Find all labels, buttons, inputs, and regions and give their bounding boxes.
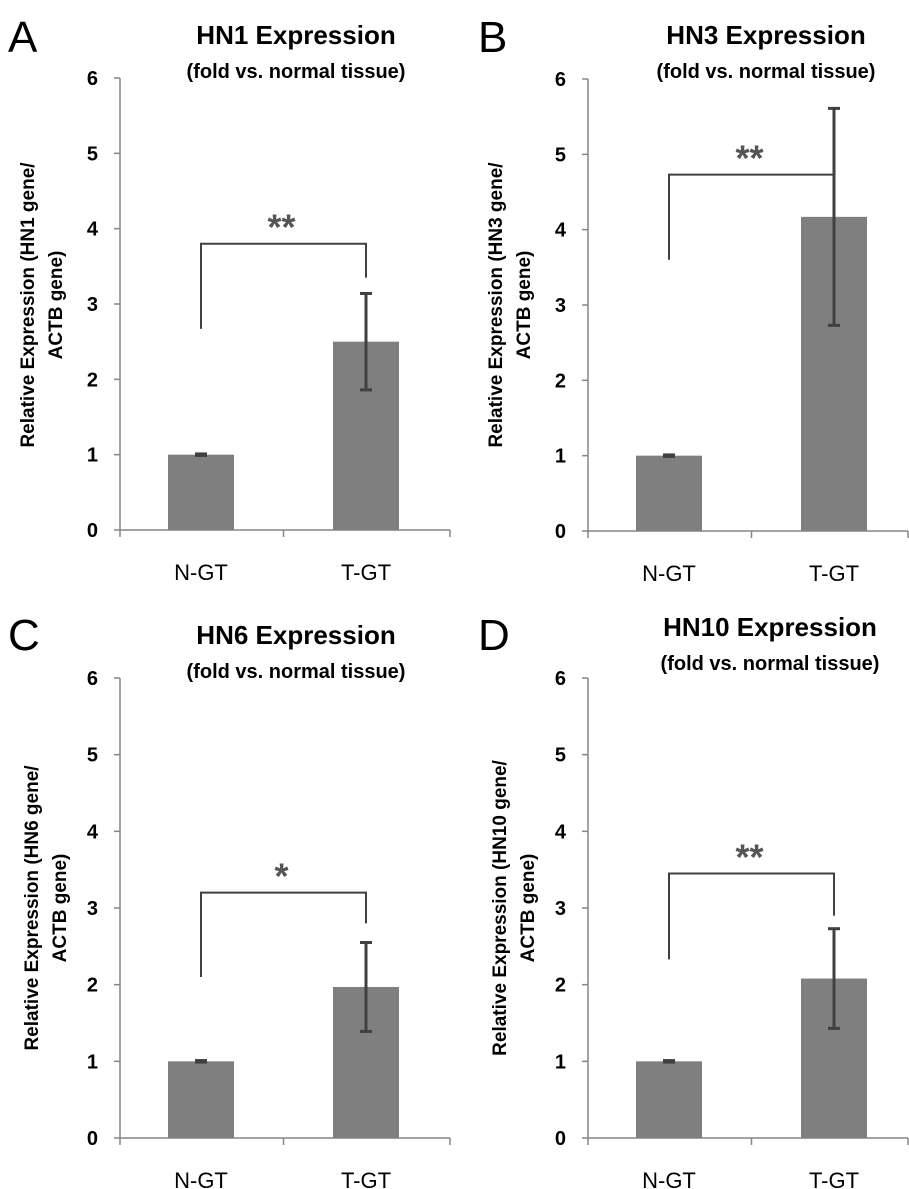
chart-panel-d: D HN10 Expression (fold vs. normal tissue)… xyxy=(478,611,909,1189)
significance-label: ** xyxy=(267,207,295,248)
bar xyxy=(636,1061,702,1138)
chart-subtitle: (fold vs. normal tissue) xyxy=(187,661,406,683)
chart-title: HN1 Expression xyxy=(196,20,395,50)
y-tick-label: 2 xyxy=(555,975,566,997)
panel-letter: B xyxy=(478,13,507,62)
significance-bracket xyxy=(200,891,367,977)
y-axis-label-line: Relative Expression (HN1 gene/ xyxy=(18,162,39,448)
x-category-label: T-GT xyxy=(341,1168,391,1189)
y-tick-label: 3 xyxy=(87,898,98,920)
y-tick-label: 3 xyxy=(555,295,566,317)
chart-title: HN10 Expression xyxy=(663,612,877,642)
y-tick-label: 2 xyxy=(555,370,566,392)
y-tick-label: 6 xyxy=(555,69,566,91)
significance-bracket xyxy=(200,242,367,329)
y-tick-label: 4 xyxy=(87,821,99,843)
y-tick-label: 2 xyxy=(87,975,98,997)
y-tick-label: 4 xyxy=(555,220,567,242)
chart-subtitle: (fold vs. normal tissue) xyxy=(657,61,876,83)
y-axis-label: Relative Expression (HN10 gene/ACTB gene… xyxy=(490,759,539,1055)
y-tick-label: 3 xyxy=(555,898,566,920)
bar xyxy=(636,455,702,531)
y-tick-label: 2 xyxy=(87,369,98,391)
bar xyxy=(168,1061,234,1138)
panel-letter: D xyxy=(478,611,510,660)
significance-label: * xyxy=(274,856,288,897)
y-tick-label: 3 xyxy=(87,294,98,316)
y-axis-label: Relative Expression (HN3 gene/ACTB gene) xyxy=(486,162,535,448)
y-axis-label-line: ACTB gene) xyxy=(518,854,539,963)
y-tick-label: 5 xyxy=(555,144,566,166)
chart-subtitle: (fold vs. normal tissue) xyxy=(187,61,406,83)
y-tick-label: 0 xyxy=(87,520,98,542)
chart-subtitle: (fold vs. normal tissue) xyxy=(661,653,880,675)
panel-letter: A xyxy=(8,13,38,62)
significance-bracket xyxy=(668,173,835,260)
y-tick-label: 1 xyxy=(87,1051,98,1073)
y-tick-label: 4 xyxy=(87,219,99,241)
panel-letter: C xyxy=(8,611,40,660)
x-category-label: N-GT xyxy=(174,1168,228,1189)
y-tick-label: 1 xyxy=(555,446,566,468)
chart-panel-c: C HN6 Expression (fold vs. normal tissue) R… xyxy=(8,611,451,1189)
y-tick-label: 0 xyxy=(555,1128,566,1150)
significance-label: ** xyxy=(735,138,763,179)
y-axis-label-line: Relative Expression (HN10 gene/ xyxy=(490,759,511,1055)
y-tick-label: 1 xyxy=(87,445,98,467)
significance-label: ** xyxy=(735,837,763,878)
x-category-label: T-GT xyxy=(341,560,391,585)
y-tick-label: 0 xyxy=(555,521,566,543)
significance-bracket xyxy=(668,872,835,960)
x-category-label: N-GT xyxy=(642,561,696,586)
y-axis-label-line: ACTB gene) xyxy=(514,251,535,360)
y-tick-label: 6 xyxy=(555,668,566,690)
x-category-label: T-GT xyxy=(809,561,859,586)
y-axis-label-line: Relative Expression (HN6 gene/ xyxy=(22,765,43,1051)
bar xyxy=(168,454,234,530)
y-tick-label: 1 xyxy=(555,1051,566,1073)
chart-panel-a: A HN1 Expression (fold vs. normal tissue) R… xyxy=(8,13,451,585)
y-axis-label-line: ACTB gene) xyxy=(50,854,71,963)
y-tick-label: 6 xyxy=(87,68,98,90)
y-tick-label: 4 xyxy=(555,821,567,843)
chart-panel-b: B HN3 Expression (fold vs. normal tissue) R… xyxy=(478,13,909,586)
y-tick-label: 5 xyxy=(87,143,98,165)
x-category-label: N-GT xyxy=(642,1168,696,1189)
y-axis-label-line: Relative Expression (HN3 gene/ xyxy=(486,162,507,448)
y-axis-label: Relative Expression (HN1 gene/ACTB gene) xyxy=(18,162,67,448)
y-tick-label: 6 xyxy=(87,668,98,690)
y-tick-label: 0 xyxy=(87,1128,98,1150)
y-tick-label: 5 xyxy=(555,745,566,767)
y-tick-label: 5 xyxy=(87,745,98,767)
chart-title: HN3 Expression xyxy=(666,20,865,50)
y-axis-label-line: ACTB gene) xyxy=(46,251,67,360)
y-axis-label: Relative Expression (HN6 gene/ACTB gene) xyxy=(22,765,71,1051)
x-category-label: N-GT xyxy=(174,560,228,585)
chart-title: HN6 Expression xyxy=(196,620,395,650)
x-category-label: T-GT xyxy=(809,1168,859,1189)
